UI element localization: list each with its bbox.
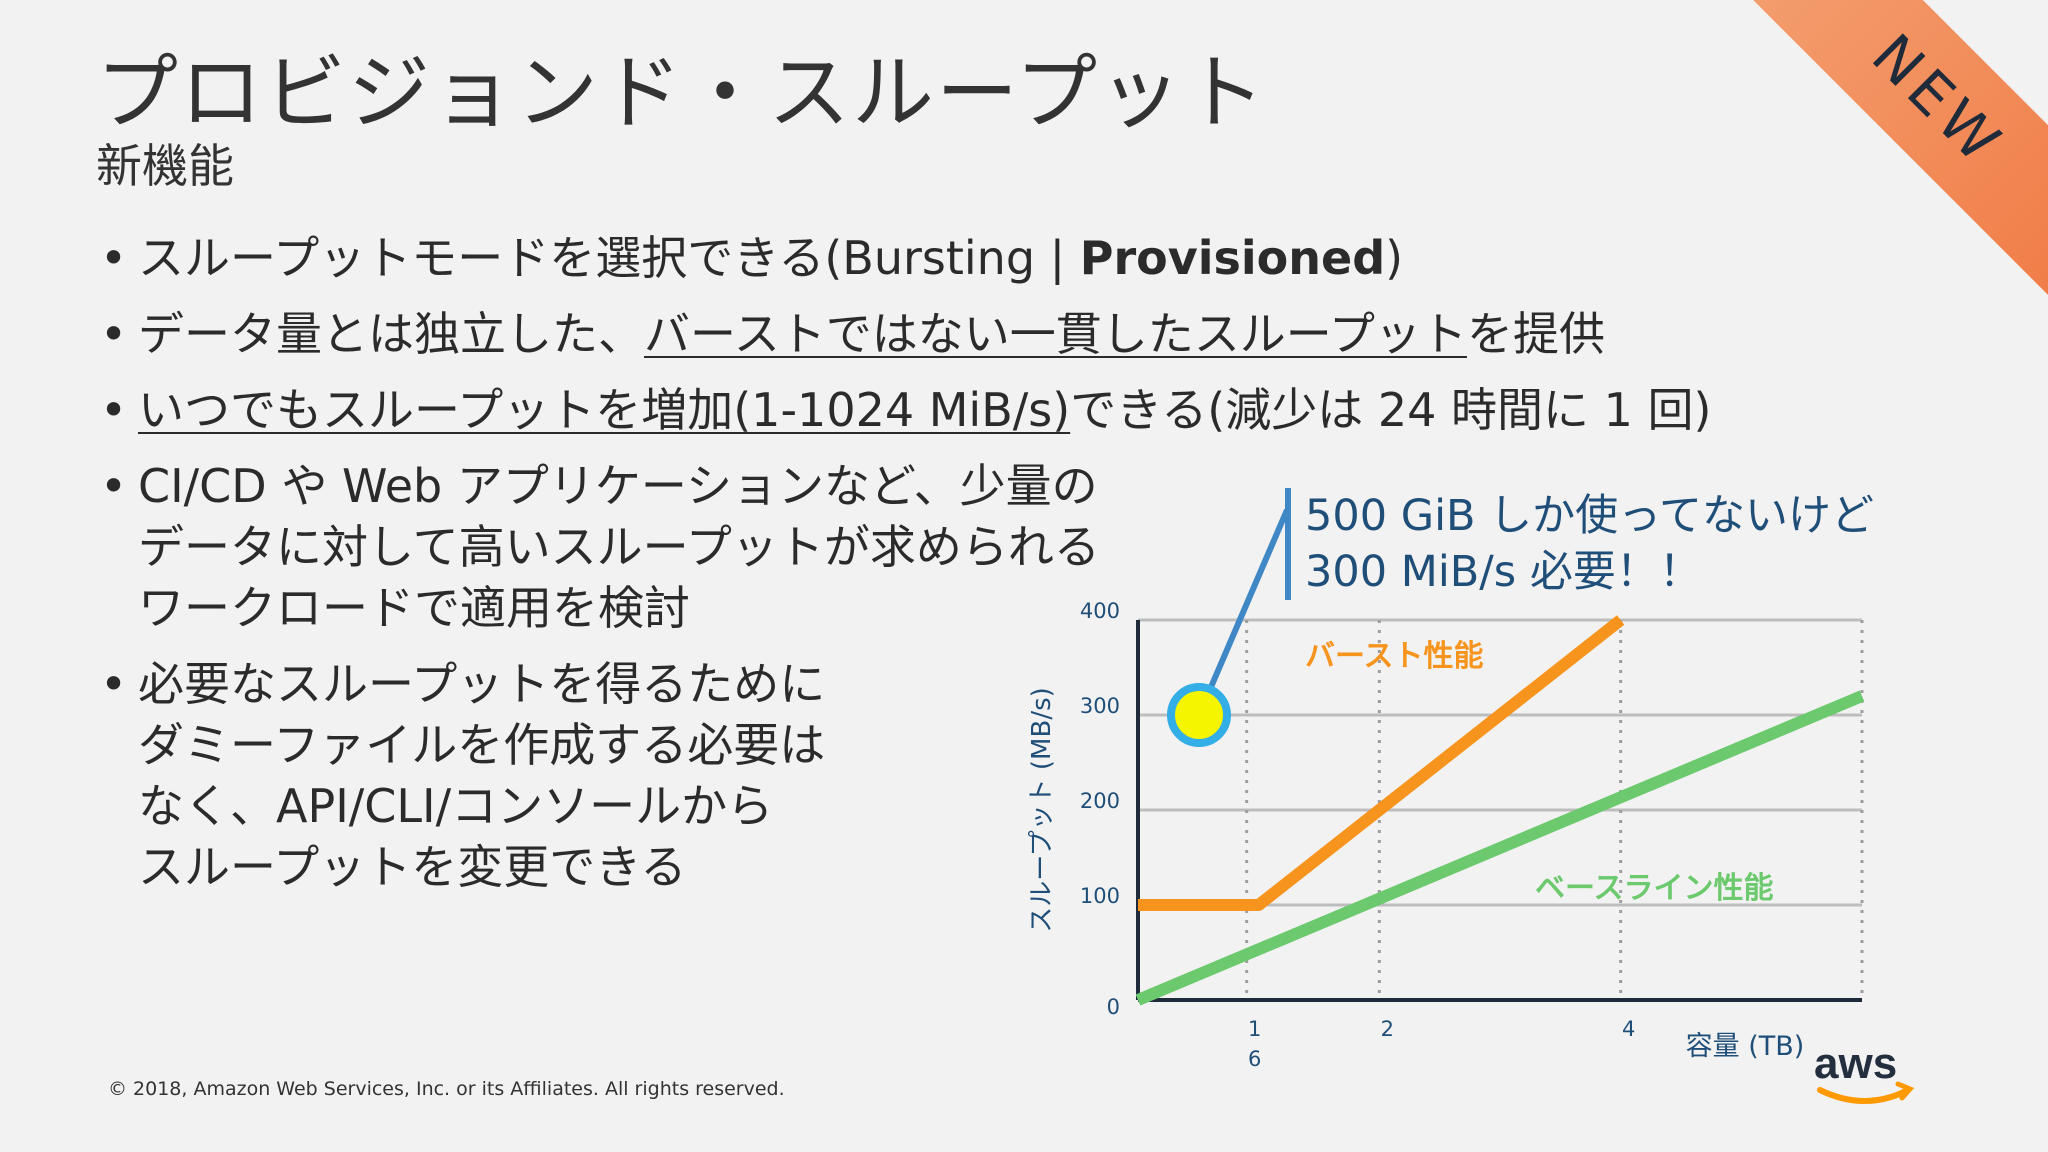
y-tick-label: 0 — [1107, 995, 1120, 1019]
aws-logo-icon: aws — [1814, 1040, 1915, 1104]
bullet-item-5: • 必要なスループットを得るために ダミーファイルを作成する必要は なく、API… — [96, 654, 1018, 898]
bullet-3-text: できる(減少は 24 時間に 1 回) — [1070, 383, 1712, 437]
x-tick-label: 2 — [1381, 1017, 1394, 1041]
x-tick-sub-label: 6 — [1248, 1047, 1261, 1071]
callout-pointer-line — [1196, 508, 1290, 717]
bullet-5-line-2: ダミーファイルを作成する必要は — [138, 718, 826, 772]
bullet-2-underlined: バーストではない一貫したスループット — [644, 307, 1467, 361]
burst-series-line — [1138, 615, 1625, 911]
bullet-list: • スループットモードを選択できる(Bursting | Provisioned… — [96, 228, 1956, 913]
bullet-3-underlined: いつでもスループットを増加(1-1024 MiB/s) — [138, 383, 1071, 437]
bullet-item-2: • データ量とは独立した、バーストではない一貫したスループットを提供 — [96, 304, 1956, 365]
bullet-1-end: ) — [1385, 231, 1404, 285]
bullet-dot-icon: • — [100, 459, 128, 513]
bullet-dot-icon: • — [100, 231, 128, 285]
x-tick-label: 1 — [1248, 1017, 1261, 1041]
x-tick-label: 4 — [1622, 1017, 1635, 1041]
copyright-text: © 2018, Amazon Web Services, Inc. or its… — [108, 1078, 785, 1100]
bullet-dot-icon: • — [100, 307, 128, 361]
y-tick-label: 200 — [1080, 789, 1120, 813]
bullet-item-4: • CI/CD や Web アプリケーションなど、少量の データに対して高いスル… — [96, 456, 1278, 639]
baseline-series-line — [1135, 690, 1865, 1006]
bullet-4-line-3: ワークロードで適用を検討 — [138, 581, 690, 635]
callout-line-1: 500 GiB しか使ってないけど — [1305, 491, 1875, 541]
bullet-2-text-a: データ量とは独立した、 — [138, 307, 644, 361]
callout-box: 500 GiB しか使ってないけど 300 MiB/s 必要！！ — [1285, 488, 1874, 600]
bullet-dot-icon: • — [100, 383, 128, 437]
y-tick-label: 100 — [1080, 884, 1120, 908]
bullet-5-line-4: スループットを変更できる — [138, 840, 687, 894]
target-marker — [1167, 683, 1231, 747]
bullet-4-line-2: データに対して高いスループットが求められる — [138, 520, 1100, 574]
y-tick-label: 300 — [1080, 694, 1120, 718]
bullet-5-line-1: 必要なスループットを得るために — [138, 657, 826, 711]
bullet-dot-icon: • — [100, 657, 128, 711]
burst-series-label: バースト性能 — [1305, 639, 1484, 674]
y-tick-label: 400 — [1080, 599, 1120, 623]
callout-line-2: 300 MiB/s 必要！！ — [1305, 547, 1702, 597]
aws-logo-text: aws — [1814, 1040, 1897, 1088]
bullet-2-text-b: を提供 — [1466, 307, 1605, 361]
bullet-5-line-3: なく、API/CLI/コンソールから — [138, 779, 774, 833]
baseline-series-label: ベースライン性能 — [1535, 871, 1774, 906]
bullet-item-1: • スループットモードを選択できる(Bursting | Provisioned… — [96, 228, 1956, 289]
y-axis-title: スループット (MB/s) — [1027, 687, 1057, 933]
slide-title: プロビジョンド・スループット — [96, 46, 1268, 141]
slide-subtitle: 新機能 — [96, 139, 234, 193]
bullet-1-bold: Provisioned — [1079, 231, 1386, 285]
x-axis-title: 容量 (TB) — [1686, 1031, 1805, 1062]
bullet-4-line-1: CI/CD や Web アプリケーションなど、少量の — [138, 459, 1098, 513]
bullet-1-text: スループットモードを選択できる(Bursting | — [138, 231, 1080, 285]
bullet-item-3: • いつでもスループットを増加(1-1024 MiB/s)できる(減少は 24 … — [96, 380, 1956, 441]
